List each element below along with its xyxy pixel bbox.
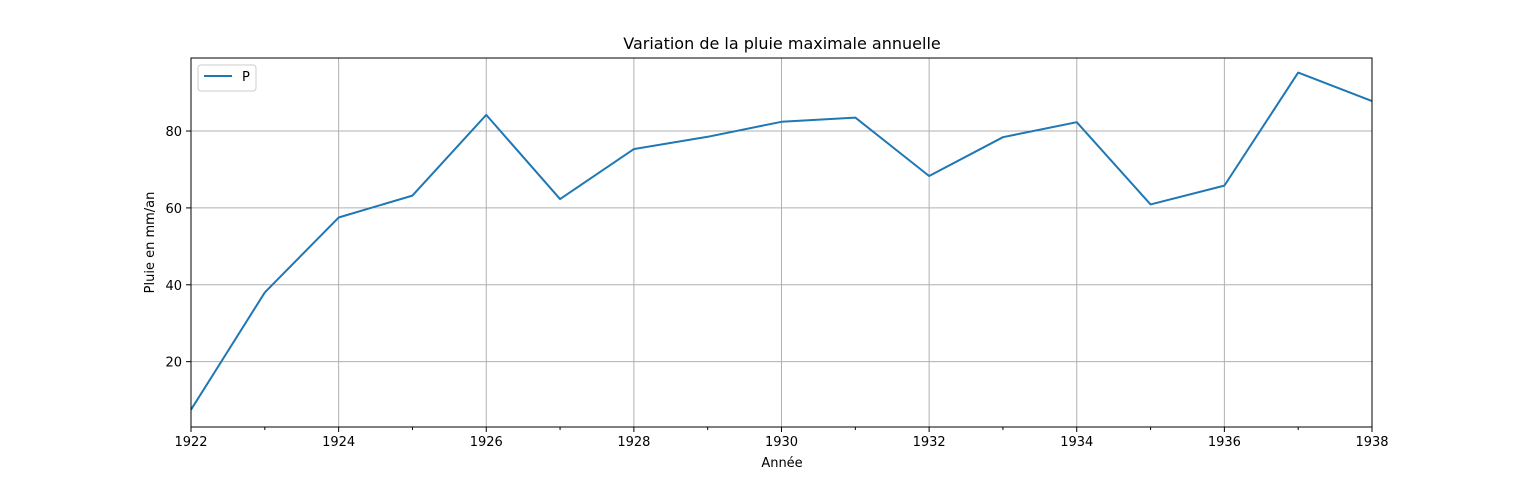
- x-tick-label: 1936: [1208, 435, 1241, 450]
- x-tick-label: 1934: [1060, 435, 1093, 450]
- chart-title: Variation de la pluie maximale annuelle: [623, 34, 940, 53]
- x-axis-label: Année: [761, 456, 802, 471]
- y-axis-label: Pluie en mm/an: [143, 192, 158, 294]
- x-axis-ticks: 1922 1924 1926 1928 1930 1932 1934 1936 1938: [174, 427, 1389, 450]
- x-tick-label: 1932: [913, 435, 946, 450]
- x-tick-label: 1922: [174, 435, 207, 450]
- legend-label-p: P: [242, 70, 250, 85]
- x-tick-label: 1930: [765, 435, 798, 450]
- x-tick-label: 1926: [470, 435, 503, 450]
- x-tick-label: 1924: [322, 435, 355, 450]
- x-tick-label: 1938: [1355, 435, 1388, 450]
- series-group: [190, 71, 1373, 411]
- plot-area-frame: [190, 57, 1373, 428]
- legend-box: [197, 64, 257, 92]
- y-tick-label: 60: [165, 202, 182, 217]
- y-tick-label: 80: [165, 125, 182, 140]
- legend: P: [197, 64, 257, 92]
- x-tick-label: 1928: [617, 435, 650, 450]
- series-line-p: [190, 71, 1373, 411]
- y-axis-ticks: 20 40 60 80: [165, 125, 191, 371]
- y-tick-label: 40: [165, 279, 182, 294]
- y-tick-label: 20: [165, 356, 182, 371]
